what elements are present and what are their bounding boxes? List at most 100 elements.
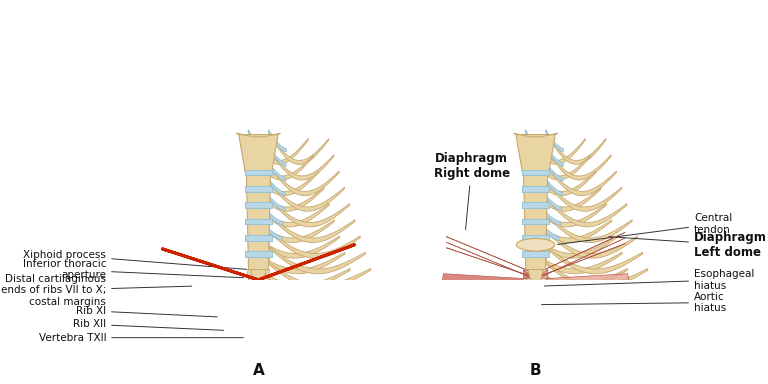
Polygon shape [237,133,280,137]
Polygon shape [192,314,250,324]
Polygon shape [546,130,564,152]
Polygon shape [528,270,543,294]
Polygon shape [546,195,561,211]
Polygon shape [269,312,386,336]
Polygon shape [248,229,339,258]
Text: Vertebra TXII: Vertebra TXII [38,333,243,343]
Polygon shape [525,269,547,276]
Polygon shape [269,279,376,305]
Polygon shape [245,202,272,208]
Polygon shape [269,147,334,180]
Polygon shape [250,178,267,180]
Polygon shape [514,133,558,137]
Polygon shape [525,195,541,211]
Text: Rib XII: Rib XII [73,319,223,330]
Polygon shape [535,232,625,278]
Polygon shape [247,285,270,292]
Polygon shape [249,211,268,213]
Polygon shape [248,220,269,227]
Polygon shape [525,279,633,305]
Text: A: A [253,363,264,378]
Polygon shape [522,235,549,240]
Polygon shape [546,229,637,258]
Polygon shape [269,197,349,227]
Polygon shape [248,228,261,240]
Polygon shape [546,180,621,211]
Polygon shape [526,276,545,278]
Polygon shape [245,218,272,224]
Polygon shape [245,186,272,192]
Text: Central
tendon: Central tendon [558,214,732,245]
Polygon shape [525,164,596,195]
Polygon shape [248,213,335,243]
Polygon shape [525,179,541,196]
Polygon shape [248,162,265,181]
Polygon shape [546,212,561,225]
Polygon shape [546,197,627,227]
Polygon shape [525,262,627,290]
Polygon shape [245,235,272,240]
Polygon shape [546,312,664,336]
Polygon shape [269,146,286,167]
Ellipse shape [534,283,543,289]
Ellipse shape [531,302,540,307]
Polygon shape [248,180,324,211]
Polygon shape [245,235,272,240]
Polygon shape [269,262,371,290]
Polygon shape [525,253,547,260]
Polygon shape [248,130,266,152]
Polygon shape [479,328,527,338]
Polygon shape [269,130,286,152]
Polygon shape [525,229,617,258]
Polygon shape [247,302,270,309]
Polygon shape [250,162,267,164]
Polygon shape [247,334,270,341]
Polygon shape [524,172,548,270]
Polygon shape [546,213,632,243]
Polygon shape [202,328,250,338]
Polygon shape [546,147,611,180]
Polygon shape [248,187,269,194]
Polygon shape [248,195,263,211]
Polygon shape [269,229,360,258]
Polygon shape [522,202,549,208]
Polygon shape [248,246,345,274]
Polygon shape [522,218,549,224]
Polygon shape [525,220,546,227]
Polygon shape [247,172,270,270]
Polygon shape [245,170,272,175]
Text: Rib XI: Rib XI [76,306,217,317]
Polygon shape [249,260,268,262]
Polygon shape [546,228,559,240]
Text: Diaphragm
Left dome: Diaphragm Left dome [609,231,767,259]
Polygon shape [522,170,549,175]
Polygon shape [248,147,313,180]
Polygon shape [525,213,611,243]
Polygon shape [245,251,272,257]
Polygon shape [269,246,366,274]
Polygon shape [248,171,269,178]
Polygon shape [546,295,658,321]
Polygon shape [525,246,622,274]
Polygon shape [526,260,545,262]
Polygon shape [248,164,319,195]
Polygon shape [239,134,278,172]
Polygon shape [546,146,563,167]
Polygon shape [525,285,547,292]
Polygon shape [248,179,264,196]
Polygon shape [269,131,329,164]
Polygon shape [525,180,601,211]
Polygon shape [546,246,643,274]
Polygon shape [250,194,267,197]
Polygon shape [248,204,269,211]
Polygon shape [526,194,545,197]
Polygon shape [525,204,546,211]
Polygon shape [269,212,283,225]
Polygon shape [522,202,549,208]
Text: Xiphoid process: Xiphoid process [23,250,247,269]
Polygon shape [247,253,270,260]
Polygon shape [249,276,268,278]
Polygon shape [525,309,546,311]
Polygon shape [267,328,315,338]
Polygon shape [522,218,549,224]
